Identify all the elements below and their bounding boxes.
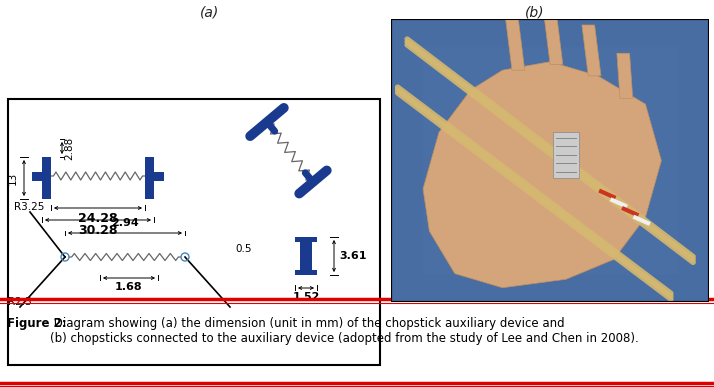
Bar xyxy=(42,157,51,199)
Polygon shape xyxy=(423,62,661,288)
Text: Figure 2:: Figure 2: xyxy=(7,317,67,330)
Text: 30.28: 30.28 xyxy=(79,224,118,237)
Bar xyxy=(145,157,154,199)
Text: R3.25: R3.25 xyxy=(14,202,44,212)
Polygon shape xyxy=(582,25,601,76)
Text: 0.5: 0.5 xyxy=(235,244,251,254)
Text: (b): (b) xyxy=(526,5,545,19)
Polygon shape xyxy=(617,53,633,98)
Bar xyxy=(408,35,692,286)
Text: 3.61: 3.61 xyxy=(339,251,366,261)
Bar xyxy=(32,172,51,181)
Bar xyxy=(421,46,679,275)
Bar xyxy=(417,42,683,279)
Bar xyxy=(8,99,380,365)
Text: 1.52: 1.52 xyxy=(292,292,320,302)
Bar xyxy=(411,36,690,285)
Bar xyxy=(418,43,682,278)
Text: 24.28: 24.28 xyxy=(79,212,118,225)
Text: 1.68: 1.68 xyxy=(115,282,143,292)
Text: 2.88: 2.88 xyxy=(64,136,74,159)
Bar xyxy=(412,38,688,284)
Bar xyxy=(413,39,687,282)
Polygon shape xyxy=(544,14,563,65)
Text: (a): (a) xyxy=(201,5,220,19)
Bar xyxy=(295,270,317,275)
Bar xyxy=(415,41,685,281)
Text: Diagram showing (a) the dimension (unit in mm) of the chopstick auxiliary device: Diagram showing (a) the dimension (unit … xyxy=(50,317,639,345)
Bar xyxy=(420,45,680,276)
Bar xyxy=(145,172,164,181)
Bar xyxy=(553,132,579,178)
Text: R2.5: R2.5 xyxy=(8,297,31,307)
Polygon shape xyxy=(506,19,525,70)
Bar xyxy=(295,237,317,242)
Text: 13: 13 xyxy=(8,171,18,185)
Bar xyxy=(300,237,312,275)
Text: 2.94: 2.94 xyxy=(111,218,139,228)
